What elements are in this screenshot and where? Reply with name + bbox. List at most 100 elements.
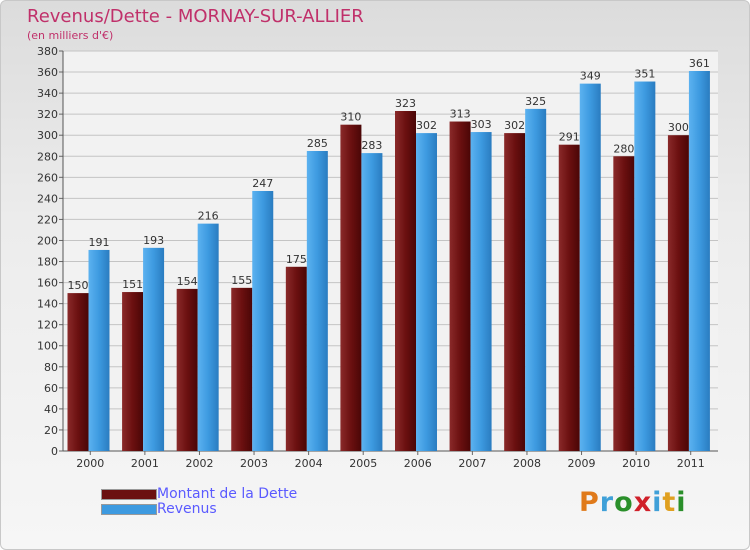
bar-dette xyxy=(176,288,198,451)
data-label: 150 xyxy=(68,279,89,292)
legend-swatch-dette xyxy=(101,489,157,500)
bar-revenus xyxy=(361,153,383,451)
y-tick-label: 180 xyxy=(37,256,58,269)
x-tick-label: 2002 xyxy=(185,457,213,470)
logo-letter: r xyxy=(599,487,615,518)
y-tick-label: 80 xyxy=(44,361,58,374)
data-label: 193 xyxy=(143,234,164,247)
bar-dette xyxy=(504,133,526,451)
bar-dette xyxy=(122,292,144,451)
logo-letter: i xyxy=(676,487,687,518)
y-tick-label: 220 xyxy=(37,213,58,226)
y-tick-label: 260 xyxy=(37,171,58,184)
bar-dette xyxy=(449,121,471,452)
x-tick-label: 2006 xyxy=(404,457,432,470)
y-tick-label: 160 xyxy=(37,277,58,290)
y-tick-label: 40 xyxy=(44,403,58,416)
legend-item-revenus: Revenus xyxy=(101,502,297,517)
data-label: 323 xyxy=(395,97,416,110)
x-tick-label: 2009 xyxy=(568,457,596,470)
data-label: 361 xyxy=(689,57,710,70)
bar-dette xyxy=(231,287,253,451)
y-tick-label: 200 xyxy=(37,234,58,247)
y-tick-label: 280 xyxy=(37,150,58,163)
data-label: 151 xyxy=(122,278,143,291)
bar-revenus xyxy=(688,71,710,451)
x-tick-label: 2001 xyxy=(131,457,159,470)
bar-revenus xyxy=(525,108,547,451)
x-tick-label: 2000 xyxy=(76,457,104,470)
legend-label-dette: Montant de la Dette xyxy=(157,486,298,502)
bar-dette xyxy=(67,293,89,451)
data-label: 175 xyxy=(286,253,307,266)
bar-revenus xyxy=(634,81,656,452)
y-tick-label: 380 xyxy=(37,45,58,58)
data-label: 300 xyxy=(668,121,689,134)
y-tick-label: 140 xyxy=(37,298,58,311)
logo-letter: P xyxy=(579,487,600,518)
bar-revenus xyxy=(197,223,219,451)
x-tick-label: 2010 xyxy=(622,457,650,470)
bar-revenus xyxy=(579,83,601,451)
legend: Montant de la Dette Revenus xyxy=(101,487,297,517)
data-label: 303 xyxy=(471,118,492,131)
data-label: 351 xyxy=(634,68,655,81)
x-tick-label: 2007 xyxy=(458,457,486,470)
y-tick-label: 360 xyxy=(37,66,58,79)
plot-area xyxy=(63,51,718,451)
data-label: 280 xyxy=(613,142,634,155)
chart-title: Revenus/Dette - MORNAY-SUR-ALLIER xyxy=(27,6,364,27)
logo-letter: o xyxy=(614,487,634,518)
data-label: 191 xyxy=(89,236,110,249)
y-tick-label: 300 xyxy=(37,129,58,142)
bar-dette xyxy=(667,135,689,452)
bar-revenus xyxy=(416,133,437,451)
bar-dette xyxy=(285,266,307,451)
legend-swatch-revenus xyxy=(101,504,157,515)
data-label: 247 xyxy=(252,177,273,190)
bar-dette xyxy=(558,144,580,451)
data-label: 283 xyxy=(361,139,382,152)
data-label: 310 xyxy=(340,111,361,124)
x-tick-label: 2005 xyxy=(349,457,377,470)
proxiti-logo: Proxiti xyxy=(579,487,687,518)
logo-letter: t xyxy=(662,487,677,518)
bar-revenus xyxy=(252,191,274,451)
data-label: 302 xyxy=(416,119,437,132)
bar-revenus xyxy=(88,249,110,451)
data-label: 216 xyxy=(198,210,219,223)
y-tick-label: 0 xyxy=(51,445,58,458)
data-label: 154 xyxy=(177,275,198,288)
x-tick-label: 2008 xyxy=(513,457,541,470)
bar-revenus xyxy=(306,151,328,451)
y-tick-label: 120 xyxy=(37,319,58,332)
y-tick-label: 20 xyxy=(44,424,58,437)
y-tick-label: 240 xyxy=(37,192,58,205)
bar-revenus xyxy=(143,247,165,451)
logo-letter: i xyxy=(652,487,663,518)
y-tick-label: 340 xyxy=(37,87,58,100)
data-label: 349 xyxy=(580,70,601,83)
x-tick-label: 2003 xyxy=(240,457,268,470)
x-tick-label: 2004 xyxy=(295,457,323,470)
bar-dette xyxy=(395,111,416,451)
data-label: 285 xyxy=(307,137,328,150)
data-label: 302 xyxy=(504,119,525,132)
y-tick-label: 320 xyxy=(37,108,58,121)
data-label: 313 xyxy=(450,108,471,121)
chart-subtitle: (en milliers d'€) xyxy=(27,29,114,42)
x-tick-label: 2011 xyxy=(677,457,705,470)
data-label: 325 xyxy=(525,95,546,108)
data-label: 291 xyxy=(559,131,580,144)
bar-dette xyxy=(613,156,635,451)
legend-label-revenus: Revenus xyxy=(157,501,217,517)
bar-dette xyxy=(340,124,362,452)
y-tick-label: 100 xyxy=(37,340,58,353)
legend-item-dette: Montant de la Dette xyxy=(101,487,297,502)
logo-letter: x xyxy=(633,487,653,518)
data-label: 155 xyxy=(231,274,252,287)
bar-revenus xyxy=(470,132,492,452)
y-tick-label: 60 xyxy=(44,382,58,395)
